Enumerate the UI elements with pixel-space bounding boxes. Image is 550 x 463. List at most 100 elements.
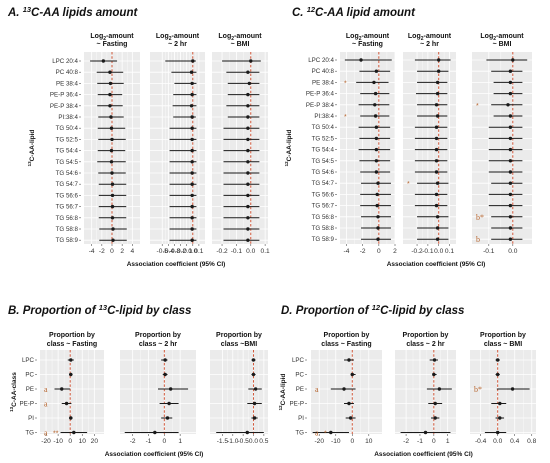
estimate-point [111, 238, 115, 242]
facet-title: Proportion by [135, 332, 181, 339]
estimate-point [252, 416, 257, 420]
x-tick-label: 20 [91, 438, 99, 445]
estimate-point [69, 358, 73, 362]
estimate-point [434, 192, 439, 197]
facet-title: Proportion by [403, 332, 449, 339]
facet-subtitle: class ~ Fasting [321, 341, 371, 348]
category-label: TG 56:7 [312, 203, 335, 210]
estimate-point [508, 170, 513, 174]
estimate-point [109, 126, 114, 130]
estimate-point [110, 137, 114, 142]
x-tick-label: 0.8 [527, 438, 536, 445]
estimate-point [246, 115, 250, 119]
estimate-point [373, 114, 378, 118]
x-tick-label: -4 [344, 248, 350, 255]
significance-annotation: * [476, 103, 479, 110]
estimate-point [190, 126, 194, 130]
x-tick-label: -10 [331, 438, 341, 445]
estimate-point [253, 387, 258, 391]
estimate-point [109, 115, 113, 119]
estimate-point [190, 137, 194, 142]
estimate-point [246, 137, 250, 142]
x-tick-label: 4 [131, 248, 135, 255]
estimate-point [190, 193, 194, 198]
facet-subtitle: ~ 2 hr [420, 41, 439, 48]
x-axis-title: Association coefficient (95% CI) [127, 261, 226, 268]
estimate-point [190, 115, 194, 119]
category-label: LPC [22, 357, 35, 364]
facet-subtitle: ~ BMI [231, 41, 250, 48]
estimate-point [69, 372, 73, 377]
estimate-point [508, 125, 513, 129]
estimate-point [190, 216, 194, 220]
category-label: TG 56:8 [312, 214, 335, 221]
estimate-point [190, 171, 194, 175]
facet-panel: Log2-amount~ 2 hr -0.2 -0.1 0.0 0.1 * [403, 33, 456, 255]
estimate-point [508, 80, 513, 85]
category-label: TG 54:7 [56, 181, 79, 188]
estimate-point [251, 358, 256, 362]
estimate-point [511, 58, 515, 62]
estimate-point [508, 69, 513, 73]
estimate-point [190, 160, 194, 164]
estimate-point [376, 237, 380, 241]
estimate-point [190, 148, 194, 153]
estimate-point [190, 238, 194, 242]
x-tick-label: 0.0 [188, 248, 197, 255]
category-label: TG 58:8 [312, 225, 335, 232]
estimate-point [435, 226, 440, 230]
estimate-point [109, 160, 114, 164]
estimate-point [433, 416, 437, 420]
x-tick-label: -20 [314, 438, 324, 445]
facet-panel: Log2-amount~ 2 hr -0.5-0.4-0.3-0.2-0.10.0… [150, 33, 205, 255]
facet-subtitle: ~ Fasting [352, 41, 383, 48]
estimate-point [359, 58, 363, 62]
x-tick-label: 0 [377, 248, 381, 255]
facet-subtitle: ~ 2 hr [168, 41, 187, 48]
estimate-point [252, 401, 257, 406]
estimate-point [374, 136, 379, 141]
estimate-point [110, 193, 115, 198]
chart-title: D. Proportion of 12C-lipid by class [281, 303, 464, 317]
estimate-point [190, 81, 194, 86]
estimate-point [508, 192, 513, 197]
facet-title: Log2-amount [480, 33, 524, 42]
category-label: LPC [292, 357, 305, 364]
x-tick-label: 0.4 [510, 438, 519, 445]
x-axis-title: Association coefficient (95% CI) [374, 451, 473, 458]
chart-title: A. 13C-AA lipids amount [7, 5, 138, 19]
facet-panel: Proportion by class ~ 2 hr -2 -1 0 1 [395, 332, 456, 445]
estimate-point [108, 104, 112, 108]
category-label: TG 54:5 [56, 159, 79, 166]
chart-d: D. Proportion of 12C-lipid by class 12C-A… [278, 303, 537, 458]
estimate-point [508, 226, 513, 230]
estimate-point [510, 387, 515, 391]
estimate-point [342, 387, 346, 391]
x-tick-label: 10 [79, 438, 87, 445]
category-label: TG 58:9 [312, 236, 335, 243]
x-tick-label: 0 [162, 438, 166, 445]
facet-panel: Log2-amount~ Fasting -4 -2 0 2 * * [340, 33, 397, 255]
category-label: TG 58:9 [56, 237, 79, 244]
x-tick-label: -2 [360, 248, 366, 255]
category-label: PE 38:4 [56, 80, 79, 87]
facet-subtitle: class ~ BMI [484, 341, 522, 348]
x-tick-label: 0.5 [259, 438, 268, 445]
estimate-point [347, 358, 351, 362]
facet-panel: Log2-amount~ BMI -0.2 -0.1 0.0 0.1 [212, 33, 270, 255]
category-label: TG 52:5 [312, 135, 335, 142]
estimate-point [108, 81, 113, 86]
significance-annotation: b* [476, 213, 484, 222]
facet-subtitle: ~ BMI [493, 41, 512, 48]
estimate-point [434, 136, 439, 141]
estimate-point [168, 387, 173, 391]
estimate-point [436, 58, 441, 62]
facet-title: Proportion by [49, 332, 95, 339]
facet-panel: Proportion by class ~ BMI -0.4 0.0 0.4 0.8 b* [470, 332, 537, 445]
y-axis-label: 12C-AA-lipid [284, 130, 293, 167]
estimate-point [506, 103, 510, 107]
estimate-point [434, 203, 439, 208]
estimate-point [435, 91, 440, 96]
estimate-point [374, 159, 379, 163]
estimate-point [153, 430, 157, 435]
